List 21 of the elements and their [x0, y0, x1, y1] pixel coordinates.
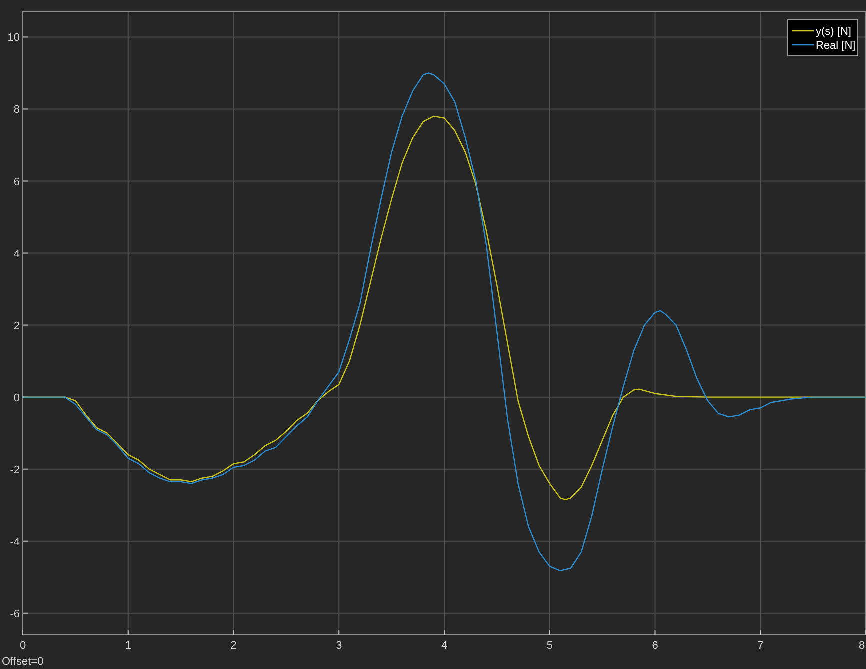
line-series [22, 72, 866, 572]
y-tick-label: 8 [14, 104, 20, 116]
x-tick-label: 5 [546, 640, 553, 652]
y-tick-label: -4 [10, 536, 20, 548]
legend-label: Real [N] [816, 40, 856, 52]
y-tick-label: 0 [14, 392, 20, 404]
y-tick-label: 10 [8, 32, 20, 44]
x-tick-label: 7 [758, 640, 764, 652]
y-tick-label: 4 [14, 248, 20, 260]
y-tick-label: -2 [10, 464, 20, 476]
x-tick-label: 3 [336, 640, 342, 652]
text: Offset=0 [2, 656, 44, 668]
x-tick-label: 4 [441, 640, 448, 652]
x-tick-label: 8 [858, 640, 866, 652]
x-tick-label: 2 [230, 640, 237, 652]
y-tick-label: 6 [14, 176, 20, 188]
x-tick-label: 1 [125, 640, 132, 652]
x-tick-label: 6 [652, 640, 658, 652]
legend-label: y(s) [N] [816, 26, 852, 38]
y-tick-label: 2 [14, 320, 20, 332]
y-tick-label: -6 [10, 608, 20, 620]
